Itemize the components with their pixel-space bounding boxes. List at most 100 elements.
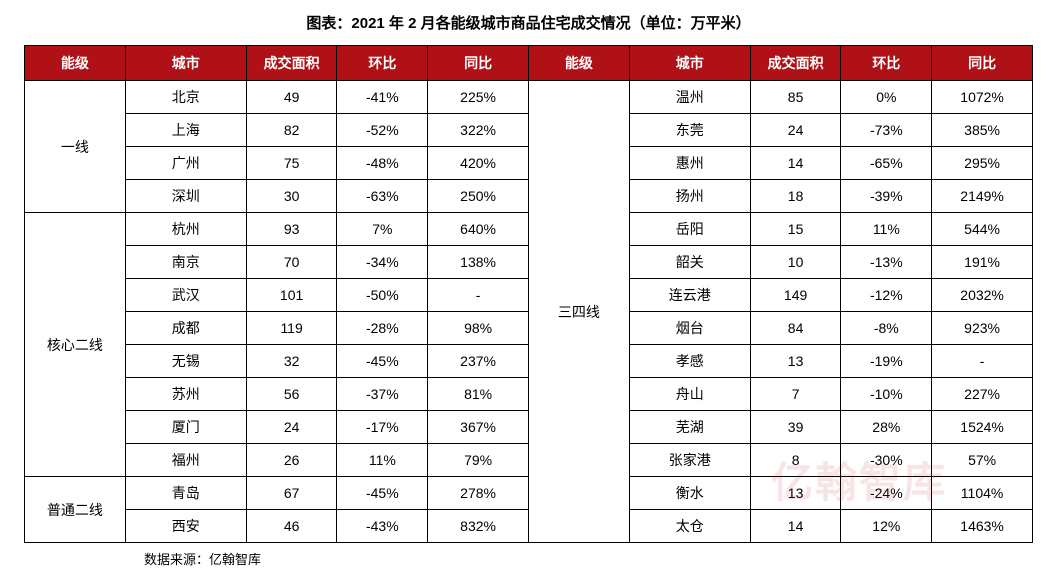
area-cell: 26 xyxy=(246,444,337,477)
yoy-cell: 1524% xyxy=(932,411,1033,444)
city-cell: 芜湖 xyxy=(629,411,750,444)
mom-cell: -73% xyxy=(841,114,932,147)
yoy-cell: 322% xyxy=(428,114,529,147)
city-cell: 张家港 xyxy=(629,444,750,477)
tier-cell: 核心二线 xyxy=(25,213,126,477)
yoy-cell: 237% xyxy=(428,345,529,378)
area-cell: 46 xyxy=(246,510,337,543)
mom-cell: 28% xyxy=(841,411,932,444)
mom-cell: -65% xyxy=(841,147,932,180)
yoy-cell: 191% xyxy=(932,246,1033,279)
yoy-cell: 250% xyxy=(428,180,529,213)
area-cell: 13 xyxy=(750,345,841,378)
area-cell: 119 xyxy=(246,312,337,345)
area-cell: 8 xyxy=(750,444,841,477)
city-cell: 连云港 xyxy=(629,279,750,312)
data-table: 能级 城市 成交面积 环比 同比 能级 城市 成交面积 环比 同比 一线北京49… xyxy=(24,45,1033,543)
area-cell: 18 xyxy=(750,180,841,213)
mom-cell: -41% xyxy=(337,81,428,114)
chart-title: 图表：2021 年 2 月各能级城市商品住宅成交情况（单位：万平米） xyxy=(24,12,1033,33)
area-cell: 75 xyxy=(246,147,337,180)
yoy-cell: 278% xyxy=(428,477,529,510)
city-cell: 扬州 xyxy=(629,180,750,213)
yoy-cell: 640% xyxy=(428,213,529,246)
area-cell: 82 xyxy=(246,114,337,147)
yoy-cell: 81% xyxy=(428,378,529,411)
area-cell: 15 xyxy=(750,213,841,246)
mom-cell: -30% xyxy=(841,444,932,477)
mom-cell: -34% xyxy=(337,246,428,279)
yoy-cell: 138% xyxy=(428,246,529,279)
city-cell: 衡水 xyxy=(629,477,750,510)
yoy-cell: 295% xyxy=(932,147,1033,180)
mom-cell: -28% xyxy=(337,312,428,345)
area-cell: 84 xyxy=(750,312,841,345)
col-city-right: 城市 xyxy=(629,46,750,81)
col-yoy-left: 同比 xyxy=(428,46,529,81)
city-cell: 舟山 xyxy=(629,378,750,411)
city-cell: 南京 xyxy=(125,246,246,279)
tier-cell: 普通二线 xyxy=(25,477,126,543)
area-cell: 14 xyxy=(750,510,841,543)
yoy-cell: 79% xyxy=(428,444,529,477)
mom-cell: -48% xyxy=(337,147,428,180)
area-cell: 149 xyxy=(750,279,841,312)
yoy-cell: 1104% xyxy=(932,477,1033,510)
area-cell: 7 xyxy=(750,378,841,411)
col-city-left: 城市 xyxy=(125,46,246,81)
yoy-cell: 544% xyxy=(932,213,1033,246)
mom-cell: -24% xyxy=(841,477,932,510)
col-mom-right: 环比 xyxy=(841,46,932,81)
tier-cell: 一线 xyxy=(25,81,126,213)
col-yoy-right: 同比 xyxy=(932,46,1033,81)
yoy-cell: 227% xyxy=(932,378,1033,411)
area-cell: 85 xyxy=(750,81,841,114)
data-source: 数据来源：亿翰智库 xyxy=(24,549,1033,568)
area-cell: 70 xyxy=(246,246,337,279)
mom-cell: -45% xyxy=(337,477,428,510)
yoy-cell: 1072% xyxy=(932,81,1033,114)
mom-cell: -63% xyxy=(337,180,428,213)
city-cell: 深圳 xyxy=(125,180,246,213)
city-cell: 成都 xyxy=(125,312,246,345)
city-cell: 福州 xyxy=(125,444,246,477)
mom-cell: -43% xyxy=(337,510,428,543)
city-cell: 惠州 xyxy=(629,147,750,180)
area-cell: 32 xyxy=(246,345,337,378)
col-mom-left: 环比 xyxy=(337,46,428,81)
mom-cell: -17% xyxy=(337,411,428,444)
yoy-cell: 832% xyxy=(428,510,529,543)
mom-cell: -39% xyxy=(841,180,932,213)
mom-cell: 11% xyxy=(337,444,428,477)
city-cell: 岳阳 xyxy=(629,213,750,246)
area-cell: 93 xyxy=(246,213,337,246)
city-cell: 青岛 xyxy=(125,477,246,510)
city-cell: 上海 xyxy=(125,114,246,147)
mom-cell: 11% xyxy=(841,213,932,246)
city-cell: 韶关 xyxy=(629,246,750,279)
yoy-cell: 385% xyxy=(932,114,1033,147)
header-row: 能级 城市 成交面积 环比 同比 能级 城市 成交面积 环比 同比 xyxy=(25,46,1033,81)
mom-cell: -10% xyxy=(841,378,932,411)
city-cell: 杭州 xyxy=(125,213,246,246)
area-cell: 24 xyxy=(246,411,337,444)
yoy-cell: 367% xyxy=(428,411,529,444)
city-cell: 北京 xyxy=(125,81,246,114)
area-cell: 56 xyxy=(246,378,337,411)
mom-cell: -8% xyxy=(841,312,932,345)
yoy-cell: 923% xyxy=(932,312,1033,345)
mom-cell: -45% xyxy=(337,345,428,378)
mom-cell: 0% xyxy=(841,81,932,114)
city-cell: 温州 xyxy=(629,81,750,114)
yoy-cell: 57% xyxy=(932,444,1033,477)
col-tier-left: 能级 xyxy=(25,46,126,81)
city-cell: 苏州 xyxy=(125,378,246,411)
yoy-cell: 225% xyxy=(428,81,529,114)
area-cell: 13 xyxy=(750,477,841,510)
yoy-cell: 2149% xyxy=(932,180,1033,213)
area-cell: 49 xyxy=(246,81,337,114)
city-cell: 厦门 xyxy=(125,411,246,444)
mom-cell: 7% xyxy=(337,213,428,246)
yoy-cell: 98% xyxy=(428,312,529,345)
col-area-right: 成交面积 xyxy=(750,46,841,81)
